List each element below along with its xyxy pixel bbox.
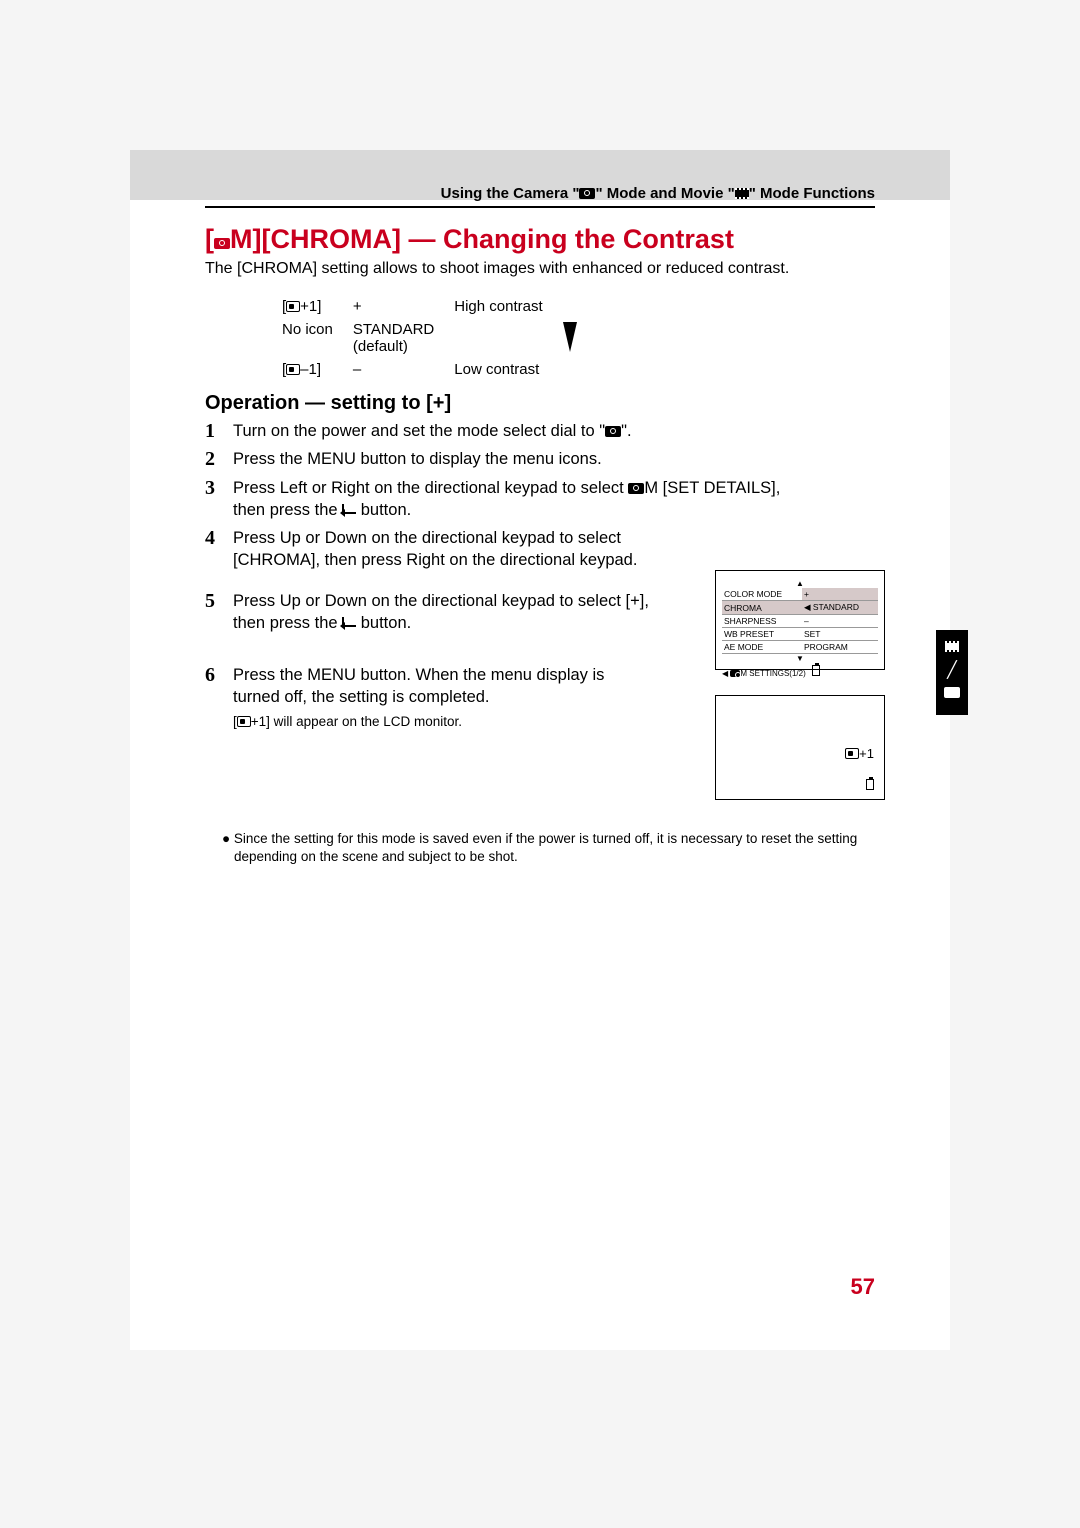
menu-row: SHARPNESS– xyxy=(722,615,878,628)
battery-indicator xyxy=(866,779,874,793)
cell: – xyxy=(353,359,452,380)
camera-icon xyxy=(579,188,595,199)
header-text: Using the Camera " xyxy=(441,185,580,202)
title-bracket: [ xyxy=(205,224,214,254)
page-number: 57 xyxy=(851,1274,875,1300)
chip-icon xyxy=(286,364,300,375)
menu-row: COLOR MODE+ xyxy=(722,588,878,601)
operation-heading: Operation — setting to [+] xyxy=(205,392,451,415)
cell: –1] xyxy=(300,361,321,378)
header-text: " Mode and Movie " xyxy=(595,185,734,202)
arrow-down-icon xyxy=(563,322,577,352)
camera-icon xyxy=(944,687,960,698)
table-row: [–1] – Low contrast xyxy=(282,359,595,380)
camera-icon xyxy=(214,238,230,249)
step: 3 Press Left or Right on the directional… xyxy=(205,477,875,522)
battery-icon xyxy=(812,665,820,676)
cell: No icon xyxy=(282,319,351,357)
menu-row: WB PRESETSET xyxy=(722,628,878,641)
step-text: Press the MENU button to display the men… xyxy=(233,448,602,470)
section-header: Using the Camera " " Mode and Movie " " Mo… xyxy=(205,185,875,208)
arrow-down-icon: ▼ xyxy=(722,654,878,663)
menu-row-selected: CHROMA◀ STANDARD xyxy=(722,601,878,615)
arrow-up-icon: ▲ xyxy=(722,579,878,588)
page-title: [ M][CHROMA] — Changing the Contrast xyxy=(205,224,734,255)
step-text: Press Left or Right on the directional k… xyxy=(233,477,793,522)
page: Using the Camera " " Mode and Movie " " Mo… xyxy=(130,150,950,1350)
cell xyxy=(454,319,560,357)
step-number: 2 xyxy=(205,448,233,470)
step-text: Press the MENU button. When the menu dis… xyxy=(233,664,653,731)
table-row: [+1] + High contrast xyxy=(282,296,595,317)
step-number: 3 xyxy=(205,477,233,522)
camera-icon xyxy=(730,670,740,677)
title-text: M][CHROMA] — Changing the Contrast xyxy=(230,224,734,254)
step: 1 Turn on the power and set the mode sel… xyxy=(205,420,875,442)
chip-icon xyxy=(845,748,859,759)
contrast-table: [+1] + High contrast No icon STANDARD(de… xyxy=(280,294,597,382)
step-number: 4 xyxy=(205,527,233,572)
cell: Low contrast xyxy=(454,359,560,380)
chip-icon xyxy=(237,716,251,727)
step-note: [+1] will appear on the LCD monitor. xyxy=(233,713,653,731)
step-text: Press Up or Down on the directional keyp… xyxy=(233,527,653,572)
table-row: No icon STANDARD(default) xyxy=(282,319,595,357)
step-number: 5 xyxy=(205,590,233,635)
battery-icon xyxy=(866,779,874,790)
divider: ╱ xyxy=(936,660,968,680)
movie-icon xyxy=(735,188,749,199)
cell: +1] xyxy=(300,298,321,315)
cell: High contrast xyxy=(454,296,560,317)
footnote: ● Since the setting for this mode is sav… xyxy=(222,830,862,866)
lcd-value: +1 xyxy=(845,746,874,761)
chip-icon xyxy=(286,301,300,312)
side-tab: ╱ xyxy=(936,630,968,715)
camera-icon xyxy=(628,483,644,494)
menu-footer: ◀ M SETTINGS(1/2) xyxy=(722,665,878,678)
menu-screenshot: ▲ COLOR MODE+ CHROMA◀ STANDARD SHARPNESS… xyxy=(715,570,885,670)
step-text: Press Up or Down on the directional keyp… xyxy=(233,590,653,635)
menu-row: AE MODEPROGRAM xyxy=(722,641,878,654)
movie-icon xyxy=(945,641,959,652)
step-text: Turn on the power and set the mode selec… xyxy=(233,420,632,442)
enter-icon xyxy=(342,504,356,514)
cell: + xyxy=(353,296,452,317)
step: 4 Press Up or Down on the directional ke… xyxy=(205,527,875,572)
enter-icon xyxy=(342,617,356,627)
camera-icon xyxy=(605,426,621,437)
step-number: 6 xyxy=(205,664,233,731)
step-number: 1 xyxy=(205,420,233,442)
lcd-screenshot: +1 xyxy=(715,695,885,800)
header-text: " Mode Functions xyxy=(749,185,875,202)
intro-text: The [CHROMA] setting allows to shoot ima… xyxy=(205,260,789,278)
cell: STANDARD(default) xyxy=(353,319,452,357)
step: 2 Press the MENU button to display the m… xyxy=(205,448,875,470)
